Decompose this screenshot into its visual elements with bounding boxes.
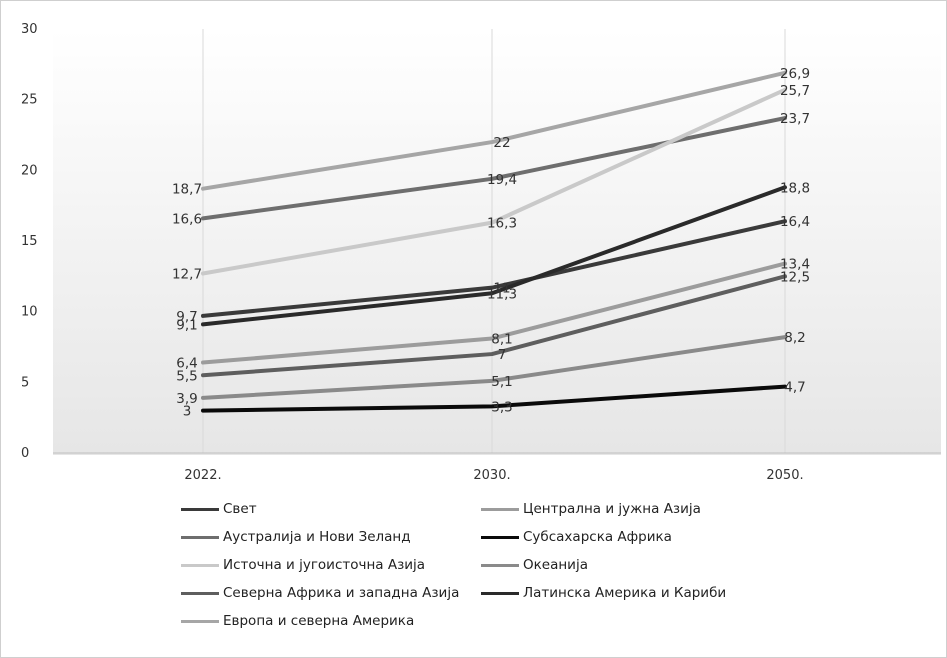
data-label: 3,3	[491, 399, 512, 415]
legend-item: Северна Африка и западна Азија	[181, 585, 459, 601]
legend-swatch	[481, 507, 519, 511]
data-label: 6,4	[176, 356, 197, 372]
legend-swatch	[181, 535, 219, 539]
y-tick-label: 5	[21, 375, 29, 390]
data-label: 9,1	[176, 317, 197, 333]
legend-swatch	[181, 507, 219, 511]
data-label: 26,9	[780, 66, 810, 82]
legend-item: Аустралија и Нови Зеланд	[181, 529, 411, 545]
legend-label: Латинска Америка и Кариби	[523, 585, 727, 601]
legend-item: Европа и северна Америка	[181, 613, 414, 629]
series-lines	[201, 70, 787, 413]
data-label: 25,7	[780, 83, 810, 99]
data-label: 3,9	[176, 391, 197, 407]
x-tick-label: 2022.	[184, 468, 221, 483]
data-label: 16,6	[172, 211, 202, 227]
x-axis: 2022. 2030. 2050.	[53, 452, 941, 483]
series-line	[201, 384, 787, 413]
legend-label: Северна Африка и западна Азија	[223, 585, 460, 601]
data-labels: 9,7 11 16,4 6,4 8,1 13,4 16,6 19,4 23,7 3 3,3 4,7 12…	[172, 66, 810, 420]
series-line	[201, 219, 787, 318]
data-label: 9,7	[176, 309, 197, 325]
legend-swatch	[181, 619, 219, 623]
y-tick-label: 20	[21, 163, 38, 178]
data-label: 5,5	[176, 368, 197, 384]
legend-label: Аустралија и Нови Зеланд	[223, 529, 411, 545]
legend-item: Субсахарска Африка	[481, 529, 672, 545]
legend-swatch	[181, 563, 219, 567]
data-label: 12,5	[780, 269, 810, 285]
data-label: 8,2	[784, 330, 805, 346]
y-axis: 0 5 10 15 20 25 30	[21, 22, 38, 461]
legend-label: Свет	[223, 501, 257, 517]
legend-label: Источна и југоисточна Азија	[223, 557, 426, 573]
data-label: 19,4	[487, 172, 517, 188]
legend-item: Свет	[181, 501, 257, 517]
y-tick-label: 10	[21, 305, 38, 320]
series-line	[201, 185, 787, 327]
legend-item: Источна и југоисточна Азија	[181, 557, 425, 573]
legend-label: Океанија	[523, 557, 588, 573]
data-label: 11	[493, 281, 510, 297]
legend-item: Латинска Америка и Кариби	[481, 585, 726, 601]
data-label: 16,3	[487, 216, 517, 232]
y-tick-label: 15	[21, 234, 38, 249]
data-label: 8,1	[491, 332, 512, 348]
legend-item: Централна и јужна Азија	[481, 501, 701, 517]
legend-label: Централна и јужна Азија	[523, 501, 701, 517]
y-tick-label: 0	[21, 446, 29, 461]
data-label: 5,1	[491, 374, 512, 390]
data-label: 18,8	[780, 180, 810, 196]
data-label: 23,7	[780, 111, 810, 127]
series-line	[201, 116, 787, 221]
data-label: 13,4	[780, 257, 810, 273]
series-line	[201, 87, 787, 276]
x-tick-label: 2030.	[473, 468, 510, 483]
legend-label: Европа и северна Америка	[223, 613, 415, 629]
legend-item: Океанија	[481, 557, 588, 573]
series-line	[201, 70, 787, 191]
data-label: 16,4	[780, 214, 810, 230]
data-label: 7	[498, 347, 507, 363]
series-line	[201, 274, 787, 378]
series-line	[201, 261, 787, 365]
legend-label: Субсахарска Африка	[523, 529, 672, 545]
data-label: 12,7	[172, 267, 202, 283]
plot-background	[53, 29, 941, 455]
data-label: 4,7	[784, 380, 805, 396]
legend-swatch	[181, 591, 219, 595]
y-tick-label: 25	[21, 93, 38, 108]
y-tick-label: 30	[21, 22, 38, 37]
legend-swatch	[481, 591, 519, 595]
x-tick-label: 2050.	[766, 468, 803, 483]
data-label: 22	[493, 135, 510, 151]
legend-swatch	[481, 535, 519, 539]
data-label: 18,7	[172, 182, 202, 198]
series-line	[201, 335, 787, 400]
legend-swatch	[481, 563, 519, 567]
data-label: 3	[183, 404, 192, 420]
data-label: 11,3	[487, 286, 517, 302]
